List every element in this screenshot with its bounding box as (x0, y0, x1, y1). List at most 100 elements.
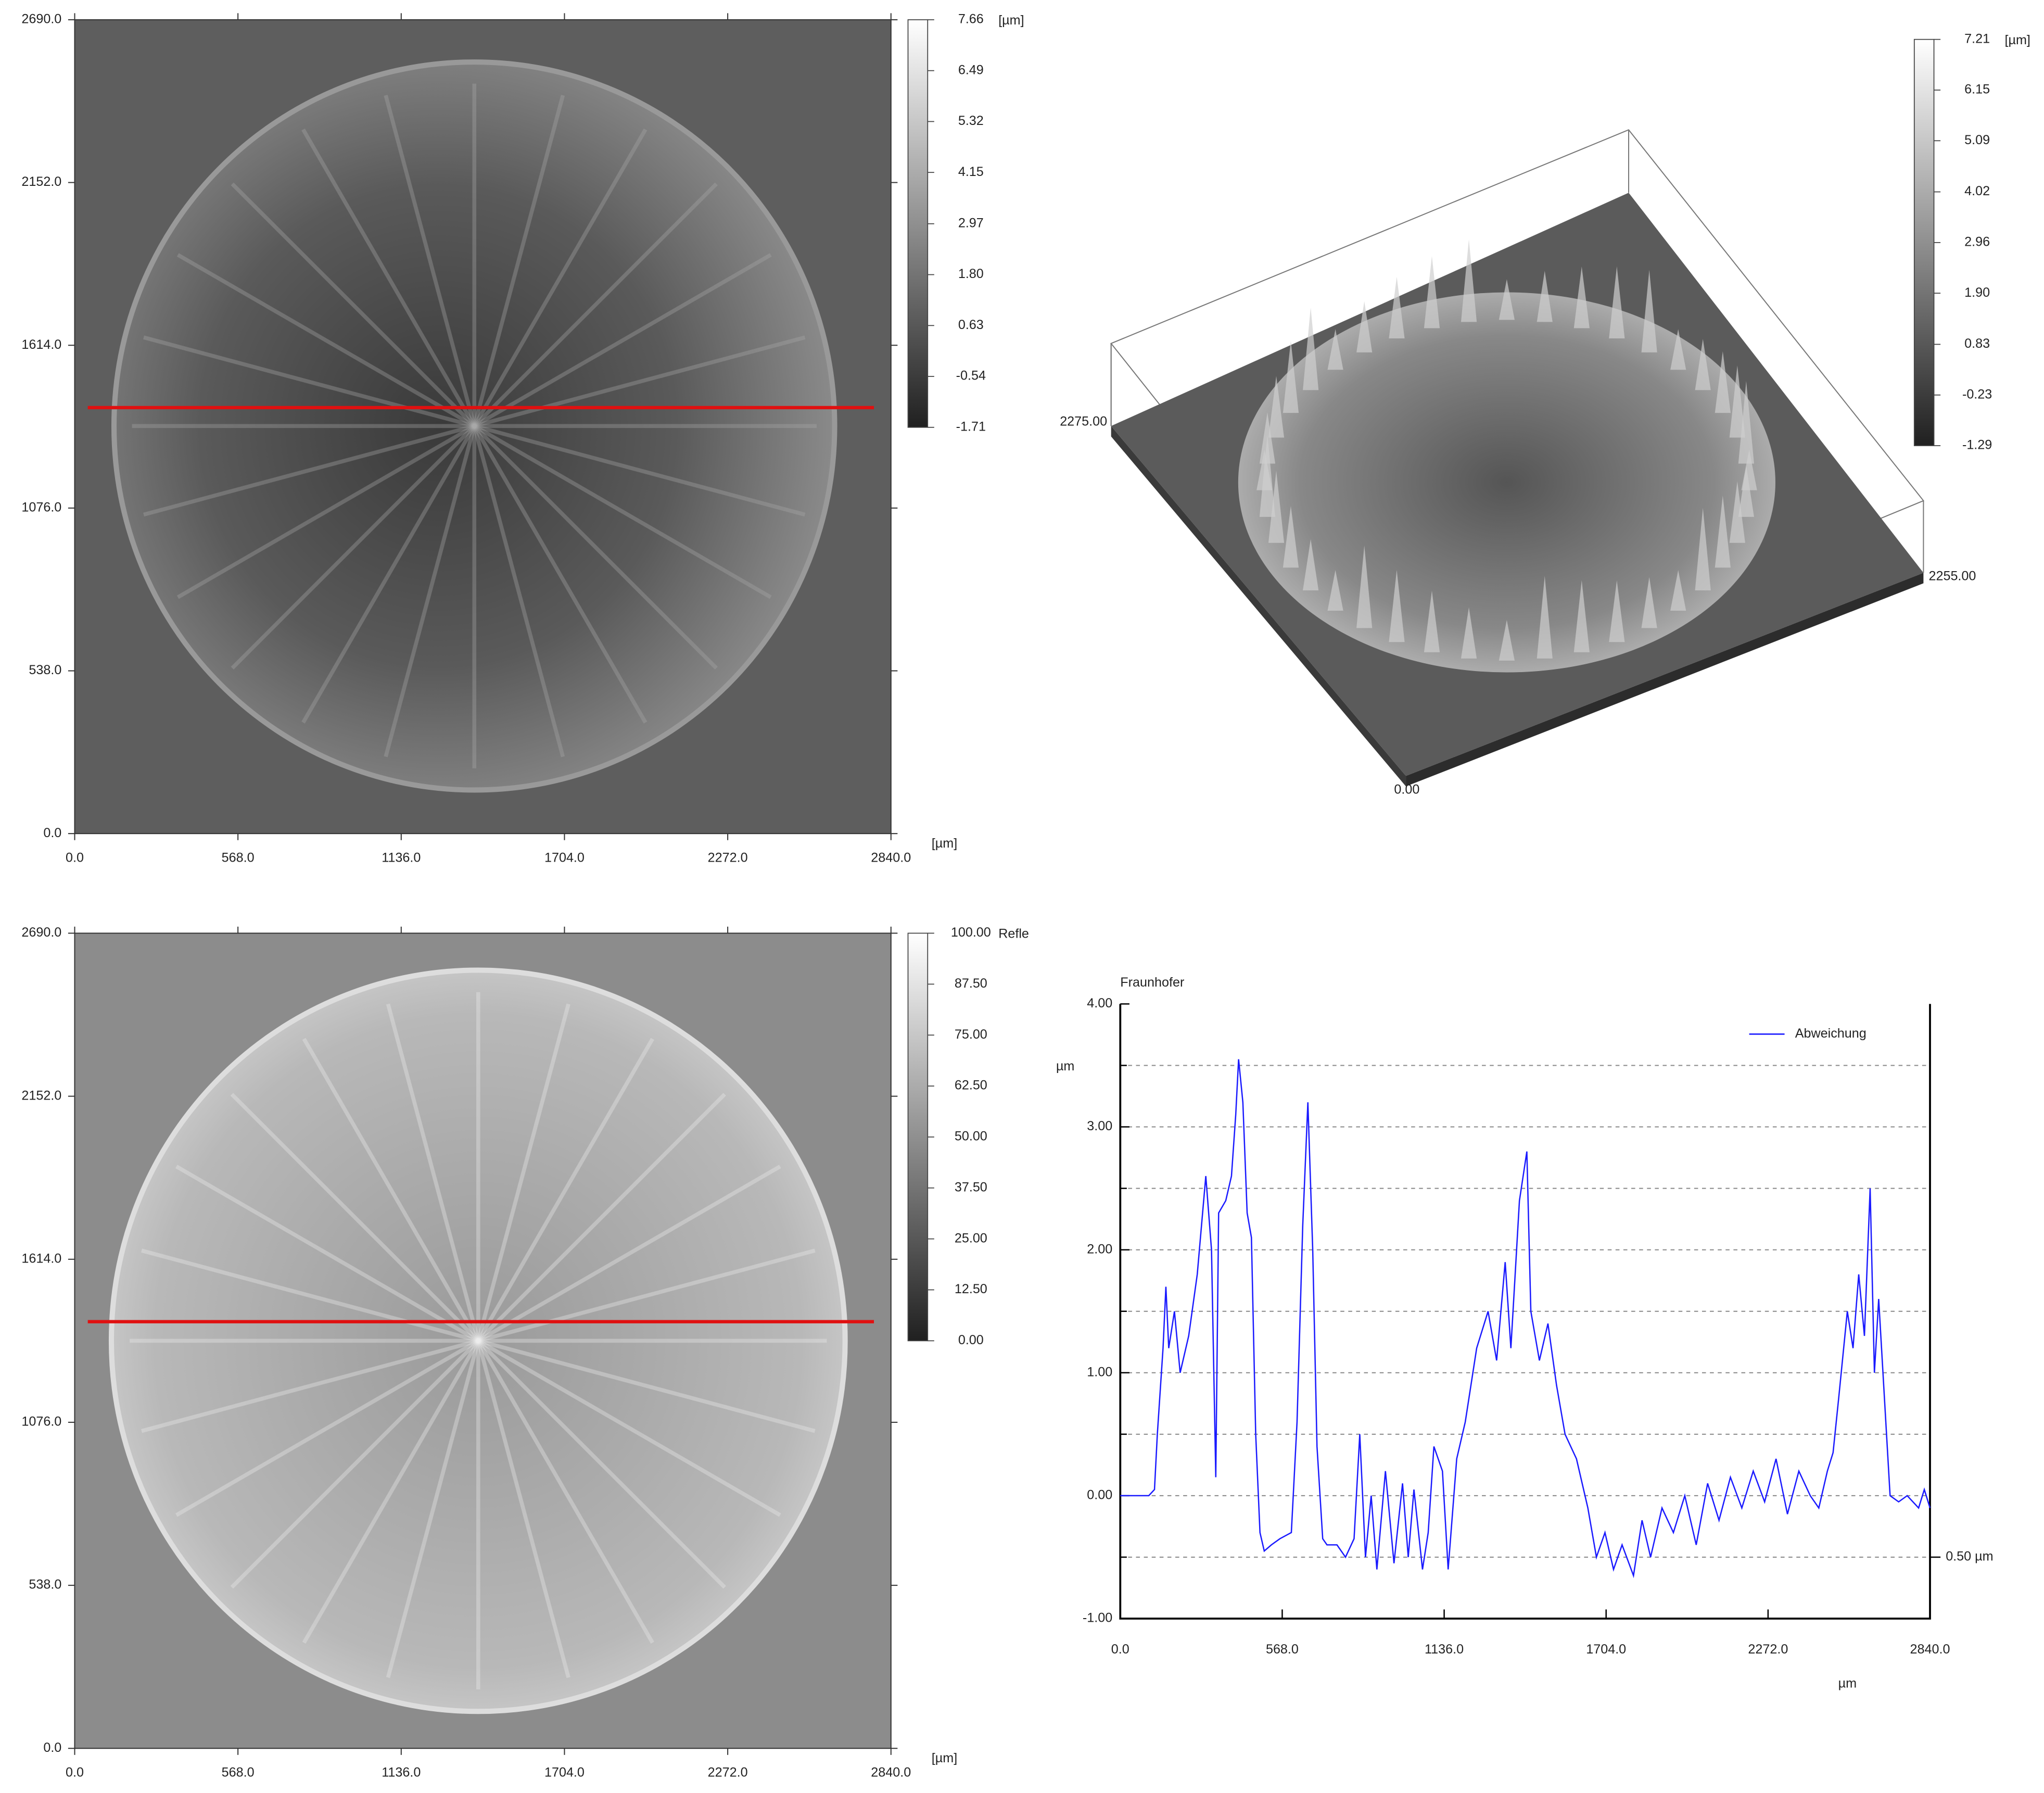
crystal-streak (476, 1340, 570, 1678)
crystal-streak (175, 1339, 479, 1517)
crystal-streak (477, 1248, 816, 1343)
data-line (1120, 1059, 1931, 1579)
surface-spike (1695, 508, 1711, 590)
x-tick-label: 2840.0 (871, 851, 911, 865)
surface-spike (1268, 471, 1285, 543)
x-tick-label: 568.0 (222, 851, 255, 865)
y-tick-label: 0.0 (43, 1740, 61, 1755)
crystal-streak (477, 1339, 781, 1517)
crystal-streak (302, 1038, 480, 1342)
surface-spike (1729, 365, 1745, 438)
colorbar-tick-label: 100.00 (951, 925, 991, 940)
surface-spike (1738, 465, 1754, 517)
colorbar-unit: [µm] (998, 13, 1024, 28)
x-tick-label: 0.0 (66, 1765, 84, 1780)
colorbar-tick-label: 0.00 (958, 1333, 984, 1347)
crystal-streak (477, 1339, 726, 1589)
crystal-streak (230, 1093, 480, 1343)
x-tick-label: 0.0 (66, 851, 84, 865)
x-tick-label: 568.0 (222, 1765, 255, 1780)
surface-spike (1670, 570, 1686, 611)
surface-spike (1424, 256, 1440, 329)
y-tick-label: 2.00 (1087, 1242, 1112, 1256)
surface-spike (1389, 276, 1405, 339)
x-axis-label: µm (1838, 1676, 1857, 1691)
crystal-streak (473, 424, 718, 670)
colorbar-tick-label: 1.90 (1964, 285, 1990, 300)
surface-spike (1537, 271, 1553, 322)
axes (1119, 1004, 1931, 1620)
y-tick-label: 538.0 (29, 663, 61, 677)
colorbar-tick-label: 6.49 (958, 62, 984, 77)
crystal-streak (230, 1339, 480, 1589)
crystal-streak (301, 128, 476, 427)
surface-spike (1609, 266, 1625, 339)
y-axis-label: µm (1056, 1059, 1074, 1074)
crystal-streak (176, 253, 476, 428)
crystal-streak (472, 128, 648, 427)
colorbar-tick-label: 7.21 (1964, 31, 1990, 46)
colorbar-tick-label: 5.09 (1964, 133, 1990, 147)
surface-spike (1641, 577, 1657, 628)
surface-spike (1641, 270, 1657, 352)
surface-spike (1303, 307, 1319, 390)
surface-spike (1356, 301, 1373, 352)
colorbar-tick-label: 4.15 (958, 165, 984, 179)
crystal-streak (384, 425, 476, 757)
crystal-streak (472, 95, 565, 427)
sample-disc (111, 59, 837, 793)
colorbar-tick-label: 37.50 (955, 1180, 987, 1194)
y-tick-label: -1.00 (1083, 1611, 1112, 1625)
y-tick-label: 1.00 (1087, 1365, 1112, 1379)
crystal-streak (473, 424, 772, 599)
colorbar-unit: [µm] (2004, 33, 2030, 47)
colorbar-tick-label: 2.97 (958, 216, 984, 230)
crystal-streak (474, 424, 806, 517)
colorbar-tick-label: -0.54 (956, 369, 986, 383)
x-tick-label: 0.0 (1111, 1642, 1129, 1657)
crystal-streak (472, 425, 565, 757)
colorbar-tick-label: -0.23 (1962, 387, 1992, 401)
surface-spike (1695, 339, 1711, 390)
y-tick-label: 1076.0 (21, 500, 61, 515)
crystal-streak (141, 1248, 479, 1343)
axis-label-bottom: 0.00 (1394, 782, 1419, 797)
sample-disc (108, 967, 848, 1714)
crystal-streak (231, 182, 476, 427)
colorbar-tick-label: 87.50 (955, 976, 987, 991)
x-tick-label: 2272.0 (708, 851, 748, 865)
y-tick-label: 0.0 (43, 826, 61, 840)
surface-spike (1424, 590, 1440, 652)
surface-spike (1537, 576, 1553, 659)
axis-label-left: 2275.00 (1060, 414, 1107, 428)
x-tick-label: 2840.0 (871, 1765, 911, 1780)
sample-surface (1238, 292, 1775, 673)
crystal-streak (141, 1339, 479, 1433)
surface-spike (1268, 376, 1285, 438)
x-tick-label: 568.0 (1266, 1642, 1299, 1657)
surface-spike (1327, 329, 1343, 370)
colorbar-tick-label: 1.80 (958, 267, 984, 281)
y-tick-label: 1614.0 (21, 337, 61, 352)
colorbar-tick-label: 62.50 (955, 1078, 987, 1093)
crystal-streak (176, 424, 476, 599)
y-tick-label: 2152.0 (21, 174, 61, 189)
y-tick-label: 0.00 (1087, 1488, 1112, 1502)
surface-spike (1389, 570, 1405, 642)
x-tick-label: 1136.0 (382, 1765, 421, 1780)
x-tick-label: 2840.0 (1910, 1642, 1950, 1657)
crystal-streak (476, 1003, 570, 1342)
y-tick-label: 4.00 (1087, 996, 1112, 1011)
y-tick-label: 2690.0 (21, 925, 61, 940)
colorbar-tick-label: 75.00 (955, 1027, 987, 1042)
plate-side (1111, 426, 1406, 787)
y-tick-label: 538.0 (29, 1577, 61, 1592)
colorbar-tick-label: 2.96 (1964, 235, 1990, 249)
x-unit: [µm] (932, 836, 957, 851)
colorbar-tick-label: 0.63 (958, 318, 984, 332)
x-tick-label: 2272.0 (708, 1765, 748, 1780)
y-tick-label: 2152.0 (21, 1088, 61, 1103)
colorbar-tick-label: 6.15 (1964, 82, 1990, 97)
colorbar-tick-label: 0.83 (1964, 336, 1990, 351)
